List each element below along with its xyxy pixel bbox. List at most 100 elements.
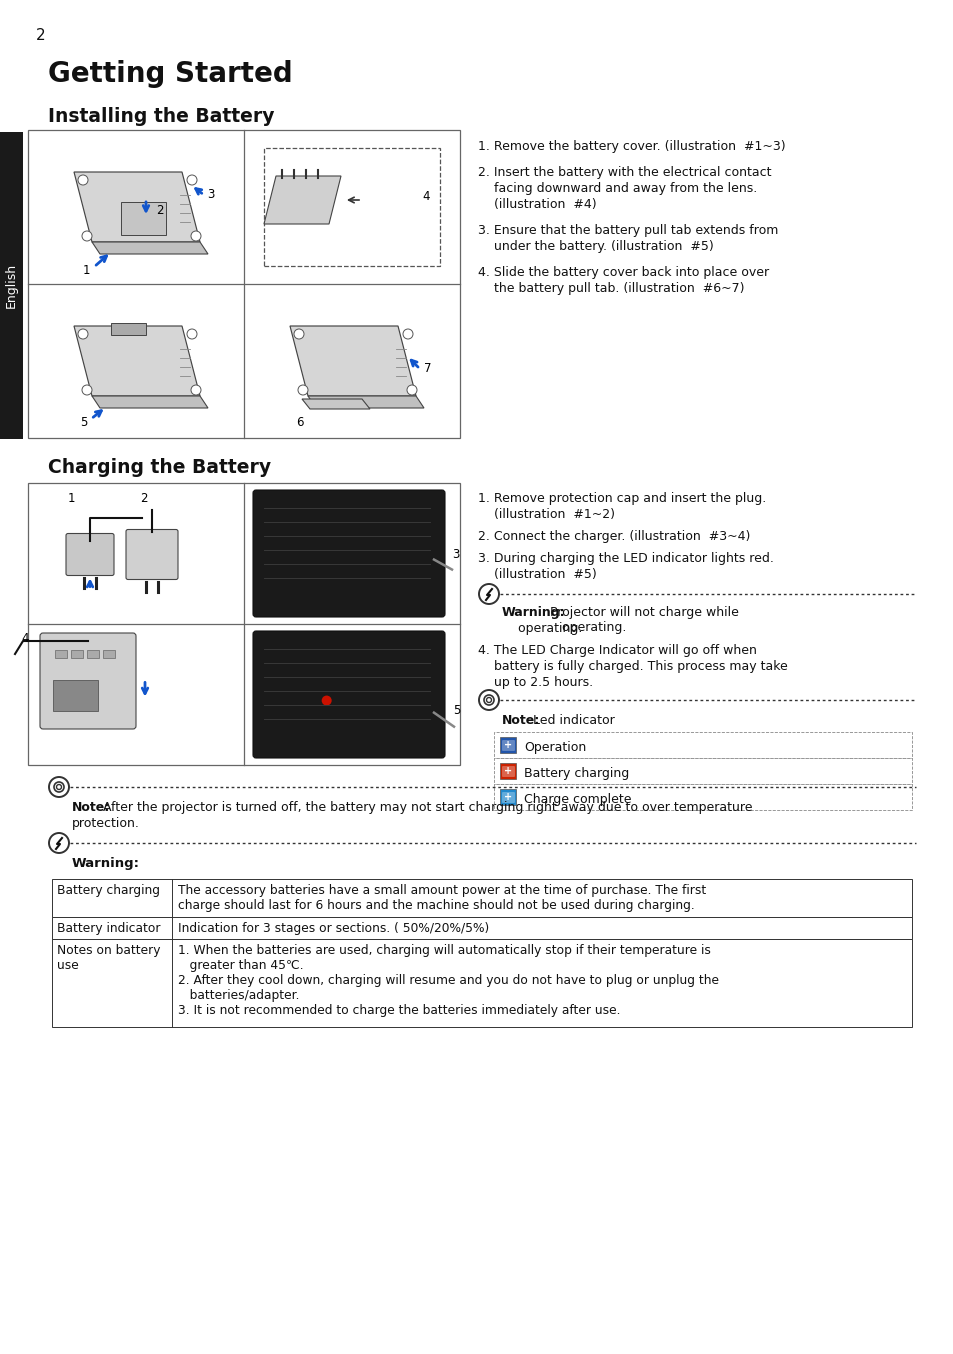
Bar (494, 733, 911, 758)
Circle shape (49, 833, 69, 853)
FancyBboxPatch shape (253, 631, 444, 758)
Text: 2. Connect the charger. (illustration  #3~4): 2. Connect the charger. (illustration #3… (477, 529, 750, 543)
Circle shape (191, 385, 201, 395)
Polygon shape (74, 172, 200, 242)
Text: 2: 2 (140, 492, 148, 505)
Polygon shape (264, 176, 340, 223)
Bar (499, 764, 516, 779)
Text: 1. Remove the battery cover. (illustration  #1~3): 1. Remove the battery cover. (illustrati… (477, 139, 785, 153)
Bar (499, 737, 516, 753)
Circle shape (82, 385, 91, 395)
Polygon shape (111, 324, 146, 334)
Text: Warning:: Warning: (71, 857, 140, 871)
Text: +: + (503, 766, 512, 776)
Text: 3. During charging the LED indicator lights red.: 3. During charging the LED indicator lig… (477, 552, 773, 565)
Text: operating.: operating. (501, 621, 581, 635)
Text: Installing the Battery: Installing the Battery (48, 107, 274, 126)
Bar (52, 879, 911, 917)
Text: (illustration  #5): (illustration #5) (477, 567, 597, 581)
Text: Indication for 3 stages or sections. ( 50%/20%/5%): Indication for 3 stages or sections. ( 5… (178, 922, 489, 936)
Text: 5: 5 (453, 704, 460, 718)
Text: Charge complete: Charge complete (523, 792, 631, 806)
Polygon shape (290, 326, 416, 395)
Bar (71, 650, 83, 658)
Bar (28, 483, 459, 765)
Text: 1. When the batteries are used, charging will automatically stop if their temper: 1. When the batteries are used, charging… (178, 944, 710, 957)
Bar (52, 940, 911, 1026)
Bar (53, 680, 98, 711)
Text: 3. It is not recommended to charge the batteries immediately after use.: 3. It is not recommended to charge the b… (178, 1005, 619, 1017)
Bar (87, 650, 99, 658)
Bar (264, 148, 439, 265)
Bar (0, 131, 23, 439)
Polygon shape (302, 399, 370, 409)
Circle shape (478, 584, 498, 604)
Bar (501, 792, 514, 802)
Text: Battery indicator: Battery indicator (57, 922, 160, 936)
Circle shape (49, 777, 69, 798)
Text: protection.: protection. (71, 816, 140, 830)
Circle shape (187, 329, 196, 338)
Text: +: + (503, 741, 512, 750)
Text: (illustration  #4): (illustration #4) (477, 198, 596, 211)
Circle shape (54, 783, 64, 792)
FancyBboxPatch shape (40, 634, 136, 728)
Text: Getting Started: Getting Started (48, 60, 293, 88)
Text: 1: 1 (82, 264, 90, 278)
Circle shape (402, 329, 413, 338)
Circle shape (78, 175, 88, 185)
Circle shape (56, 784, 61, 789)
Text: 1. Remove protection cap and insert the plug.: 1. Remove protection cap and insert the … (477, 492, 765, 505)
Text: Notes on battery
use: Notes on battery use (57, 944, 160, 972)
Text: The accessory batteries have a small amount power at the time of purchase. The f: The accessory batteries have a small amo… (178, 884, 705, 896)
Text: Battery charging: Battery charging (57, 884, 160, 896)
Polygon shape (308, 395, 423, 408)
Text: 2. Insert the battery with the electrical contact: 2. Insert the battery with the electrica… (477, 167, 771, 179)
Text: Battery charging: Battery charging (523, 766, 629, 780)
Text: Operation: Operation (523, 741, 586, 753)
Text: +: + (503, 792, 512, 802)
Text: up to 2.5 hours.: up to 2.5 hours. (477, 676, 593, 689)
Text: charge should last for 6 hours and the machine should not be used during chargin: charge should last for 6 hours and the m… (178, 899, 694, 913)
Polygon shape (91, 395, 208, 408)
Text: battery is fully charged. This process may take: battery is fully charged. This process m… (477, 659, 787, 673)
Text: 4. Slide the battery cover back into place over: 4. Slide the battery cover back into pla… (477, 265, 768, 279)
Text: 3: 3 (207, 188, 214, 202)
Text: the battery pull tab. (illustration  #6~7): the battery pull tab. (illustration #6~7… (477, 282, 743, 295)
Text: facing downward and away from the lens.: facing downward and away from the lens. (477, 181, 757, 195)
Circle shape (82, 232, 91, 241)
Text: under the battery. (illustration  #5): under the battery. (illustration #5) (477, 240, 713, 253)
Circle shape (191, 232, 201, 241)
Text: English: English (5, 263, 18, 309)
FancyBboxPatch shape (66, 533, 113, 575)
Text: 2: 2 (36, 28, 46, 43)
Text: Projector will not charge while
    operating.: Projector will not charge while operatin… (545, 607, 739, 634)
Bar (501, 766, 514, 776)
Text: Note:: Note: (71, 802, 111, 814)
Text: 3. Ensure that the battery pull tab extends from: 3. Ensure that the battery pull tab exte… (477, 223, 778, 237)
Text: Note:: Note: (501, 714, 539, 727)
Polygon shape (91, 242, 208, 255)
Text: (illustration  #1~2): (illustration #1~2) (477, 508, 615, 521)
Polygon shape (121, 202, 166, 236)
FancyBboxPatch shape (253, 490, 444, 617)
Text: 2. After they cool down, charging will resume and you do not have to plug or unp: 2. After they cool down, charging will r… (178, 974, 719, 987)
Text: 4: 4 (422, 190, 429, 203)
Text: batteries/adapter.: batteries/adapter. (178, 988, 299, 1002)
Circle shape (297, 385, 308, 395)
Bar (494, 758, 911, 784)
Text: 4: 4 (21, 631, 29, 645)
Text: 1: 1 (67, 492, 74, 505)
Circle shape (486, 697, 491, 703)
Text: greater than 45℃.: greater than 45℃. (178, 959, 303, 972)
Bar (103, 650, 115, 658)
Text: 5: 5 (80, 417, 88, 429)
Text: 4. The LED Charge Indicator will go off when: 4. The LED Charge Indicator will go off … (477, 645, 756, 657)
Polygon shape (74, 326, 200, 395)
Circle shape (78, 329, 88, 338)
Text: Warning:: Warning: (501, 607, 565, 619)
Circle shape (321, 696, 332, 705)
Text: After the projector is turned off, the battery may not start charging right away: After the projector is turned off, the b… (99, 802, 752, 814)
Text: 6: 6 (296, 417, 303, 429)
Bar (501, 741, 514, 750)
